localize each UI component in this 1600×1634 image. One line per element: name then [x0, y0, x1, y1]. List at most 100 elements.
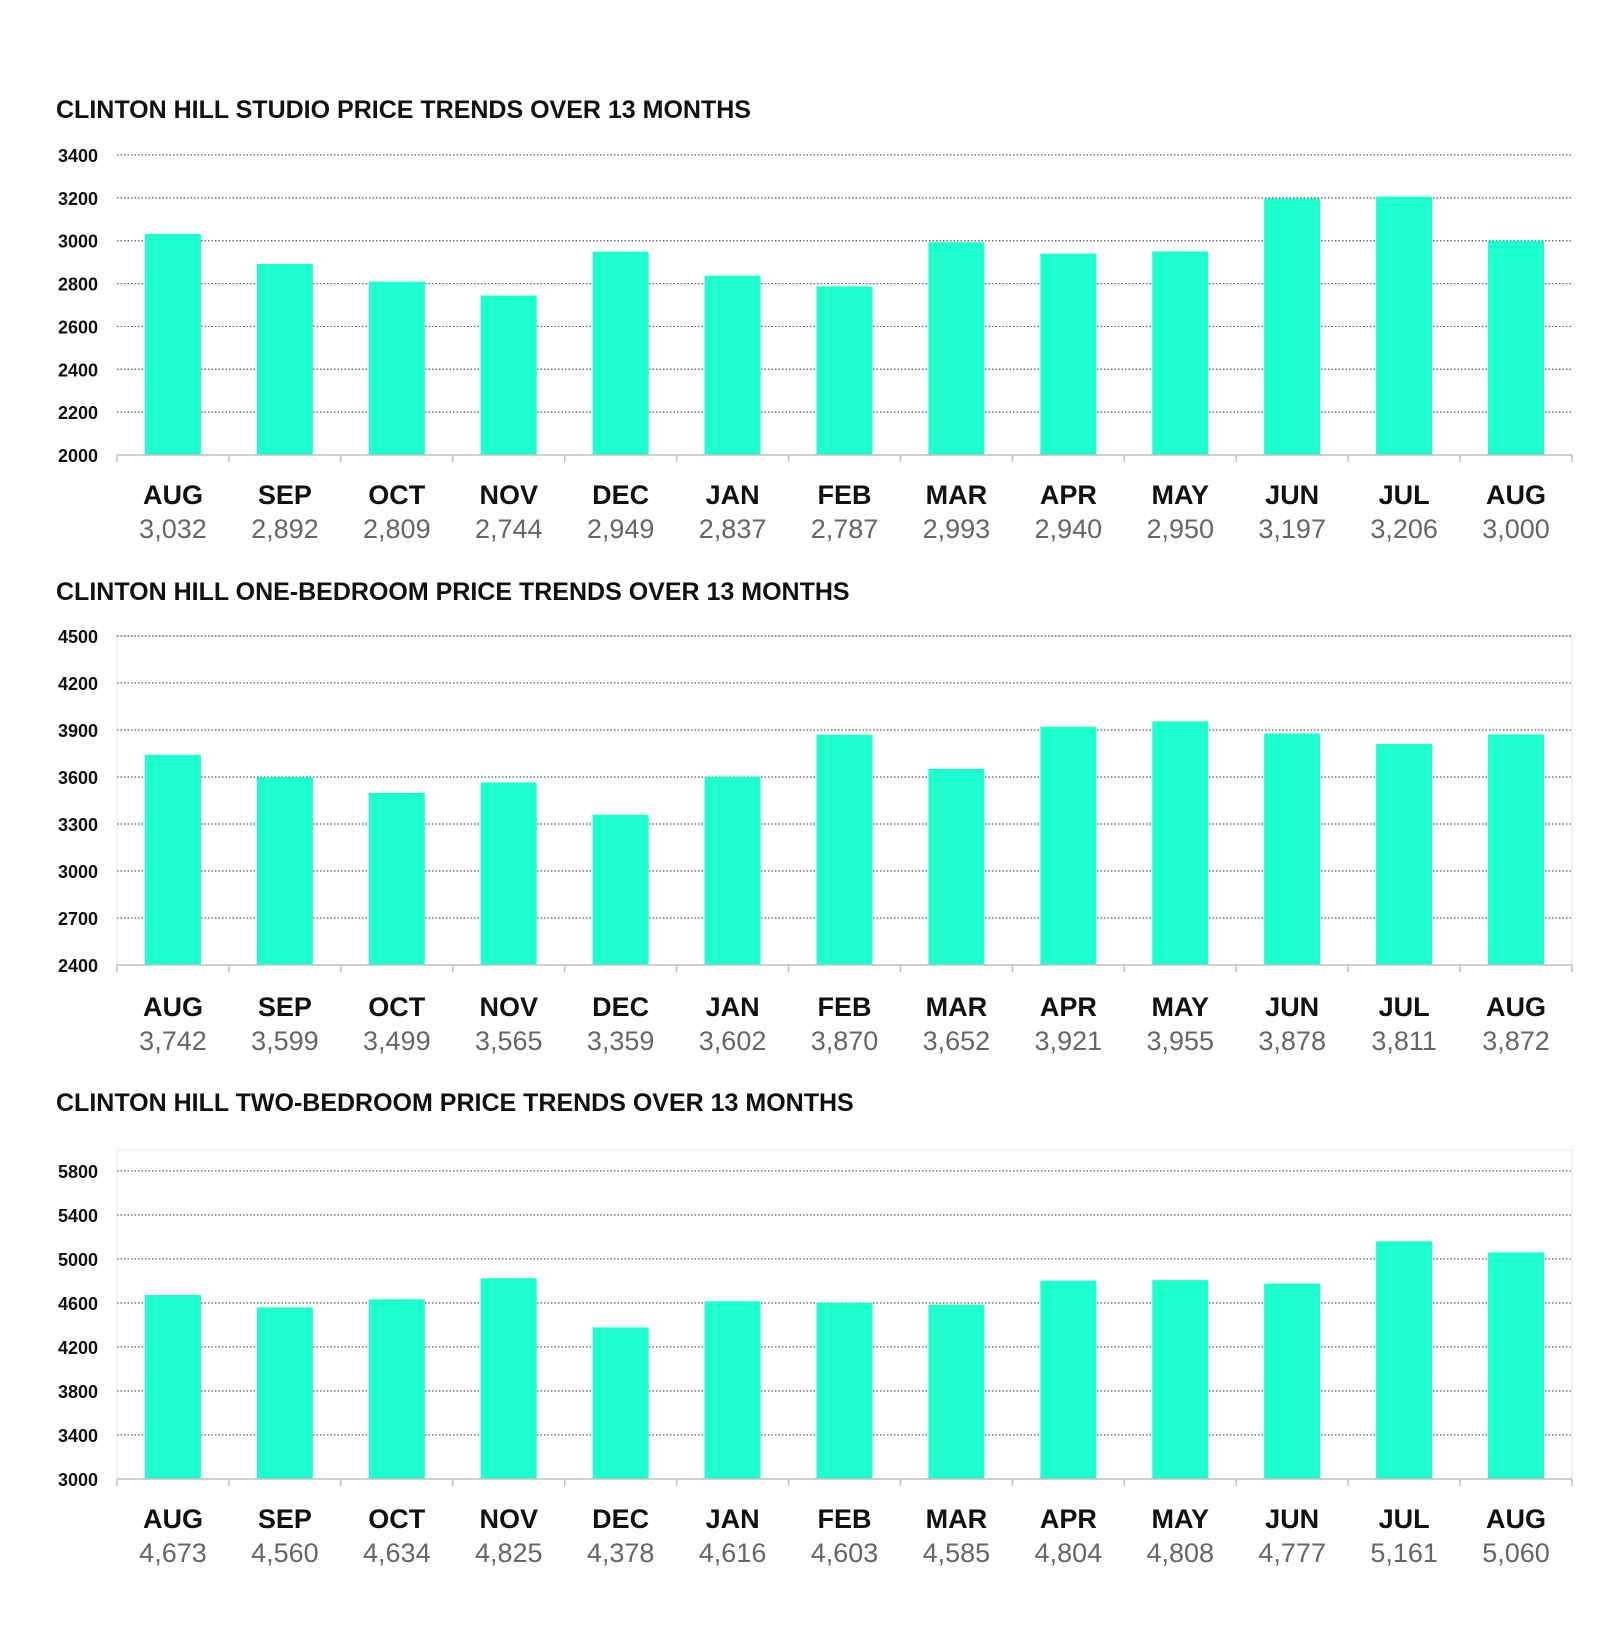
x-category-label: APR	[1040, 992, 1097, 1022]
y-tick-label: 5800	[58, 1162, 98, 1182]
data-value-label: 3,652	[923, 1026, 991, 1056]
data-value-label: 4,585	[923, 1538, 991, 1568]
bar	[1488, 240, 1545, 455]
data-value-label: 4,673	[139, 1538, 207, 1568]
data-value-label: 3,870	[811, 1026, 879, 1056]
x-category-label: MAY	[1152, 1504, 1210, 1534]
y-tick-label: 2400	[58, 360, 98, 380]
data-value-label: 2,744	[475, 514, 543, 544]
bar	[480, 1278, 537, 1479]
chart-title: CLINTON HILL STUDIO PRICE TRENDS OVER 13…	[56, 96, 751, 124]
x-category-label: JAN	[706, 992, 760, 1022]
x-category-label: MAY	[1152, 992, 1210, 1022]
bar	[368, 281, 425, 455]
chart-panel-3: CLINTON HILL TWO-BEDROOM PRICE TRENDS OV…	[56, 1089, 1573, 1568]
data-value-label: 3,565	[475, 1026, 543, 1056]
bar	[816, 734, 873, 965]
bar	[1040, 253, 1097, 455]
bar	[368, 1299, 425, 1479]
x-category-label: NOV	[479, 480, 538, 510]
x-category-label: FEB	[818, 480, 872, 510]
x-category-label: AUG	[143, 1504, 203, 1534]
data-value-label: 3,742	[139, 1026, 207, 1056]
chart-panel-2: CLINTON HILL ONE-BEDROOM PRICE TRENDS OV…	[56, 578, 1573, 1056]
chart-title: CLINTON HILL ONE-BEDROOM PRICE TRENDS OV…	[56, 578, 850, 606]
data-value-label: 4,603	[811, 1538, 879, 1568]
data-value-label: 4,634	[363, 1538, 431, 1568]
bar	[1264, 1283, 1321, 1479]
bar	[816, 1302, 873, 1479]
bar	[144, 754, 201, 965]
x-category-label: OCT	[368, 480, 426, 510]
data-value-label: 3,955	[1146, 1026, 1214, 1056]
y-tick-label: 3200	[58, 189, 98, 209]
data-value-label: 4,808	[1146, 1538, 1214, 1568]
bar	[592, 251, 649, 455]
y-tick-label: 4600	[58, 1294, 98, 1314]
data-value-label: 4,777	[1258, 1538, 1326, 1568]
x-category-label: DEC	[592, 992, 649, 1022]
x-category-label: JUL	[1379, 992, 1430, 1022]
data-value-label: 2,809	[363, 514, 431, 544]
data-value-label: 3,206	[1370, 514, 1438, 544]
data-value-label: 3,000	[1482, 514, 1550, 544]
y-tick-label: 3000	[58, 232, 98, 252]
data-value-label: 5,161	[1370, 1538, 1438, 1568]
y-tick-label: 2400	[58, 956, 98, 976]
x-category-label: MAY	[1152, 480, 1210, 510]
bar	[1040, 726, 1097, 965]
data-value-label: 2,950	[1146, 514, 1214, 544]
y-tick-label: 3000	[58, 1470, 98, 1490]
y-tick-label: 5400	[58, 1206, 98, 1226]
x-category-label: JAN	[706, 480, 760, 510]
x-category-label: SEP	[258, 1504, 312, 1534]
x-category-label: AUG	[143, 992, 203, 1022]
data-value-label: 4,616	[699, 1538, 767, 1568]
bar	[928, 768, 985, 965]
x-category-label: JUL	[1379, 1504, 1430, 1534]
y-tick-label: 5000	[58, 1250, 98, 1270]
x-category-label: AUG	[1486, 992, 1546, 1022]
data-value-label: 3,878	[1258, 1026, 1326, 1056]
x-category-label: JUL	[1379, 480, 1430, 510]
bar	[1152, 1280, 1209, 1479]
y-tick-label: 3600	[58, 768, 98, 788]
bar	[704, 275, 761, 455]
y-tick-label: 2200	[58, 403, 98, 423]
x-category-label: DEC	[592, 480, 649, 510]
x-category-label: OCT	[368, 1504, 426, 1534]
data-value-label: 3,032	[139, 514, 207, 544]
y-tick-label: 4200	[58, 674, 98, 694]
bar	[368, 792, 425, 965]
y-tick-label: 2700	[58, 909, 98, 929]
bar	[256, 1307, 313, 1479]
y-tick-label: 3400	[58, 146, 98, 166]
data-value-label: 3,599	[251, 1026, 319, 1056]
data-value-label: 3,602	[699, 1026, 767, 1056]
data-value-label: 2,993	[923, 514, 991, 544]
y-tick-label: 3400	[58, 1426, 98, 1446]
x-category-label: DEC	[592, 1504, 649, 1534]
x-category-label: MAR	[926, 1504, 988, 1534]
x-category-label: SEP	[258, 992, 312, 1022]
x-category-label: NOV	[479, 992, 538, 1022]
bar	[1264, 198, 1321, 455]
bar	[1152, 721, 1209, 965]
y-tick-label: 3300	[58, 815, 98, 835]
bar	[1152, 251, 1209, 455]
y-tick-label: 4200	[58, 1338, 98, 1358]
bar	[256, 777, 313, 965]
bar	[1040, 1280, 1097, 1479]
bar	[1488, 1252, 1545, 1479]
x-category-label: OCT	[368, 992, 426, 1022]
x-category-label: JUN	[1265, 480, 1319, 510]
data-value-label: 3,921	[1035, 1026, 1103, 1056]
data-value-label: 2,837	[699, 514, 767, 544]
data-value-label: 2,787	[811, 514, 879, 544]
bar	[704, 1301, 761, 1479]
x-category-label: FEB	[818, 992, 872, 1022]
data-value-label: 4,804	[1035, 1538, 1103, 1568]
bar	[144, 233, 201, 455]
bar	[1376, 743, 1433, 965]
